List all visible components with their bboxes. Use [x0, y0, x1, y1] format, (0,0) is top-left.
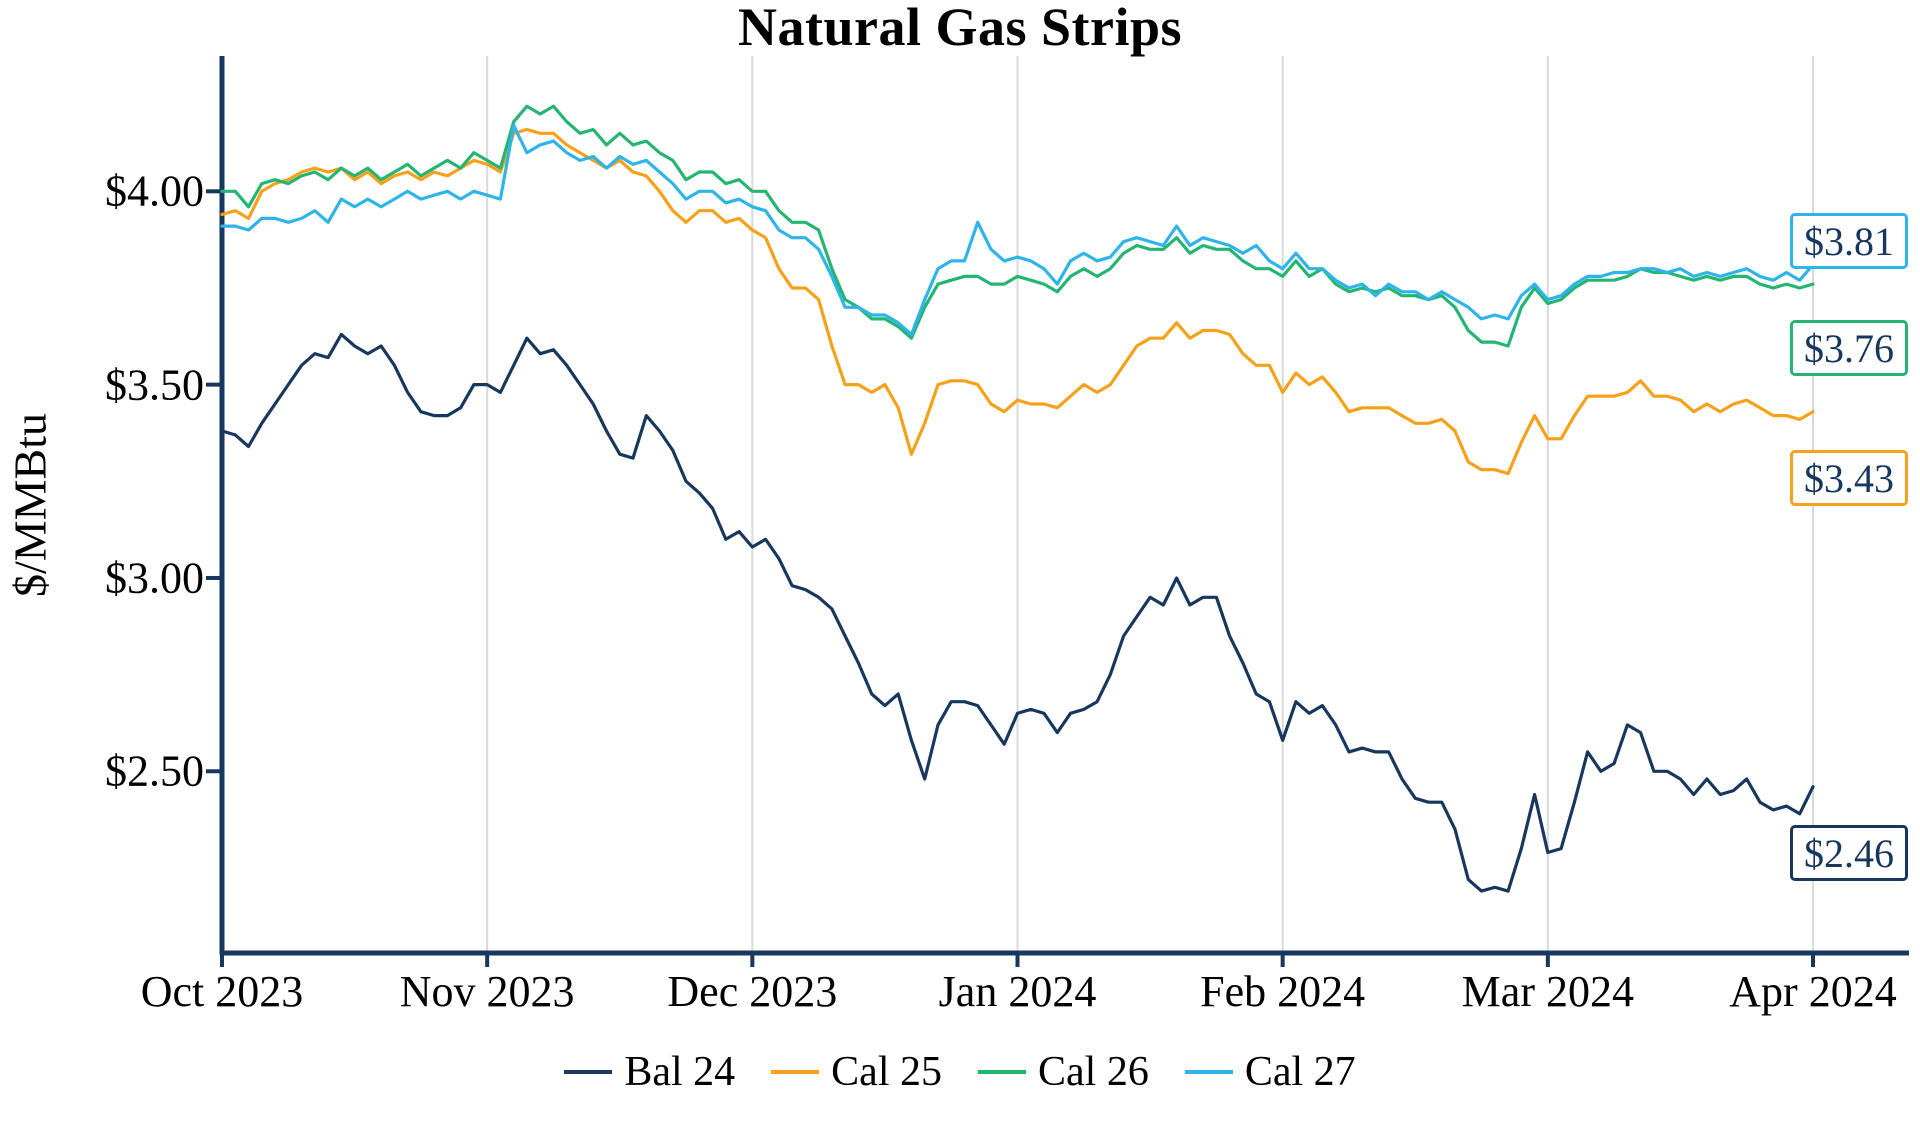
end-label-cal-27: $3.81 [1790, 213, 1908, 269]
line-swatch-bal-24 [564, 1070, 613, 1074]
legend-label-cal-27: Cal 27 [1244, 1049, 1356, 1095]
y-tick-label: $3.50 [105, 360, 204, 410]
x-tick-label: Feb 2024 [1200, 967, 1366, 1016]
x-tick-label: Mar 2024 [1461, 967, 1634, 1016]
line-swatch-cal-26 [978, 1070, 1026, 1074]
legend: Bal 24 Cal 25 Cal 26 Cal 27 [0, 1048, 1920, 1096]
legend-label-cal-25: Cal 25 [831, 1049, 942, 1095]
legend-item-cal-25: Cal 25 [771, 1048, 942, 1096]
end-label-cal-26: $3.76 [1790, 320, 1908, 376]
legend-label-cal-26: Cal 26 [1038, 1049, 1149, 1095]
x-tick-label: Nov 2023 [399, 967, 575, 1016]
chart-title: Natural Gas Strips [737, 0, 1183, 57]
legend-item-cal-26: Cal 26 [978, 1048, 1149, 1096]
legend-item-cal-27: Cal 27 [1184, 1048, 1356, 1096]
x-tick-label: Dec 2023 [667, 967, 838, 1016]
legend-label-bal-24: Bal 24 [624, 1049, 736, 1095]
line-swatch-cal-25 [771, 1070, 820, 1074]
legend-item-bal-24: Bal 24 [564, 1048, 735, 1096]
x-tick-label: Jan 2024 [938, 967, 1097, 1016]
y-tick-label: $3.00 [105, 553, 204, 603]
x-tick-label: Apr 2024 [1729, 967, 1897, 1016]
line-swatch-cal-27 [1184, 1070, 1233, 1074]
end-label-cal-25: $3.43 [1790, 450, 1908, 506]
end-label-bal-24: $2.46 [1790, 825, 1908, 881]
y-tick-label: $2.50 [105, 746, 204, 796]
x-tick-label: Oct 2023 [140, 967, 304, 1016]
y-tick-label: $4.00 [105, 166, 204, 216]
